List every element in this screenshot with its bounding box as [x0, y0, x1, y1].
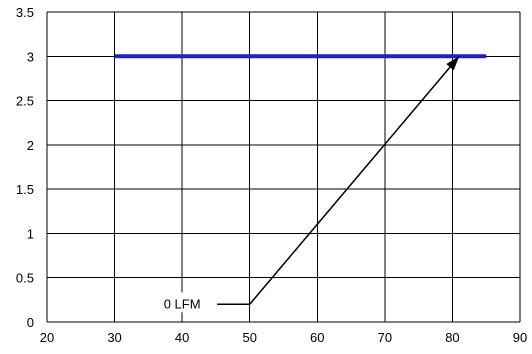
annotation-label: 0 LFM: [164, 296, 201, 311]
x-tick-label: 50: [242, 330, 256, 345]
y-tick-label: 3.5: [16, 5, 34, 20]
annotation-layer: 0 LFM: [149, 55, 460, 313]
x-tick-label: 80: [445, 330, 459, 345]
y-tick-label: 0.5: [16, 271, 34, 286]
annotation-leader-line: [195, 55, 460, 306]
x-tick-label: 70: [378, 330, 392, 345]
x-axis-ticks: 20 30 40 50 60 70 80 90: [40, 330, 527, 345]
y-tick-label: 1.5: [16, 182, 34, 197]
y-axis-ticks: 0 0.5 1 1.5 2 2.5 3 3.5: [16, 5, 34, 330]
x-tick-label: 30: [107, 330, 121, 345]
x-tick-label: 60: [310, 330, 324, 345]
grid: [46, 11, 521, 323]
y-tick-label: 2.5: [16, 94, 34, 109]
annotation-label-background: [149, 292, 218, 313]
y-tick-label: 1: [27, 226, 34, 241]
y-tick-label: 0: [27, 315, 34, 330]
y-tick-label: 3: [27, 49, 34, 64]
x-tick-label: 40: [175, 330, 189, 345]
x-tick-label: 20: [40, 330, 54, 345]
annotation-arrowhead: [446, 56, 460, 71]
y-tick-label: 2: [27, 138, 34, 153]
x-tick-label: 90: [513, 330, 527, 345]
